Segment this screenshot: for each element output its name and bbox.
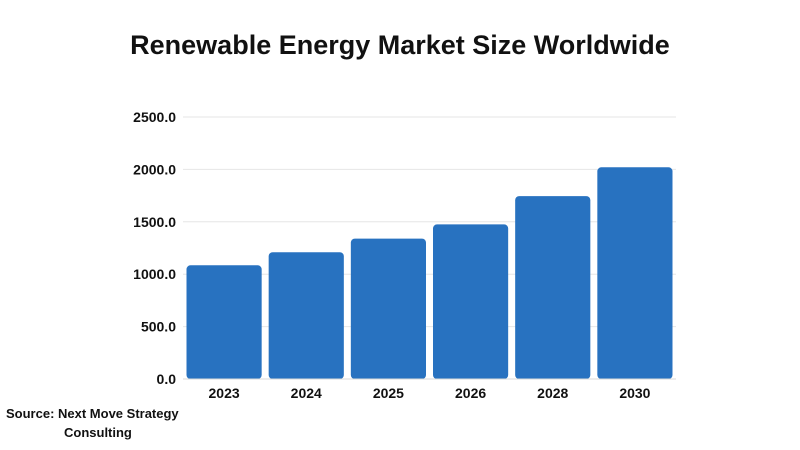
bar-2023 <box>186 265 262 379</box>
x-axis-ticks: 2023 2024 2025 2026 2028 2030 <box>209 385 651 401</box>
source-note: Source: Next Move Strategy Consulting <box>6 404 179 442</box>
chart-title: Renewable Energy Market Size Worldwide <box>130 30 670 60</box>
source-line-2: Consulting <box>64 425 132 440</box>
y-tick-label: 2500.0 <box>133 109 176 125</box>
bar-2030 <box>597 167 673 379</box>
x-tick-label: 2023 <box>209 385 240 401</box>
bar-2025 <box>350 238 426 379</box>
source-line-1: Source: Next Move Strategy <box>6 406 179 421</box>
bars <box>186 167 673 379</box>
x-tick-label: 2026 <box>455 385 486 401</box>
y-axis-ticks: 0.0 500.0 1000.0 1500.0 2000.0 2500.0 <box>133 109 176 387</box>
y-tick-label: 2000.0 <box>133 161 176 177</box>
x-tick-label: 2030 <box>619 385 650 401</box>
bar-2024 <box>268 252 344 379</box>
y-tick-label: 500.0 <box>141 319 176 335</box>
y-tick-label: 0.0 <box>157 371 177 387</box>
bar-2028 <box>515 196 591 379</box>
x-tick-label: 2028 <box>537 385 568 401</box>
x-tick-label: 2025 <box>373 385 404 401</box>
y-tick-label: 1000.0 <box>133 266 176 282</box>
y-tick-label: 1500.0 <box>133 214 176 230</box>
bar-2026 <box>433 224 509 379</box>
x-tick-label: 2024 <box>291 385 322 401</box>
